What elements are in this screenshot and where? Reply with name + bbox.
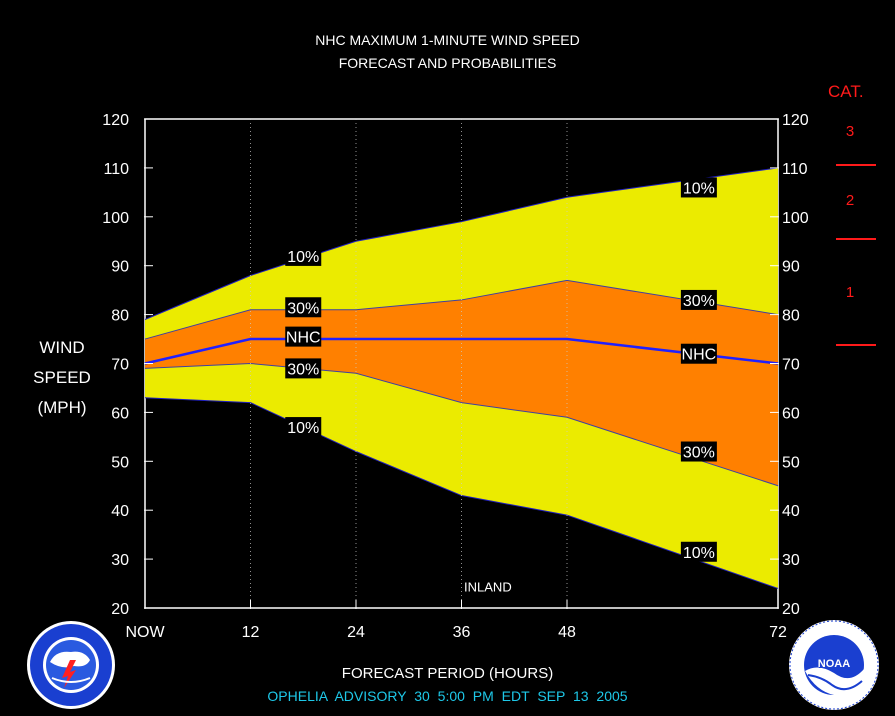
annotation-background (680, 541, 717, 562)
y-axis-label-line3: (MPH) (37, 398, 87, 417)
y-tick-label-right: 50 (782, 454, 800, 471)
y-tick-label-right: 90 (782, 259, 800, 276)
annotation-background (680, 289, 717, 310)
nws-logo-icon (27, 621, 115, 709)
y-tick-label-left: 100 (102, 210, 129, 227)
category-label-2: 2 (845, 192, 855, 209)
annotation-label: 30% (287, 361, 319, 378)
x-tick-label: NOW (125, 624, 165, 641)
category-divider-2 (836, 238, 876, 240)
category-label-1: 1 (845, 284, 855, 301)
annotation-background (285, 326, 322, 347)
y-tick-label-left: 110 (103, 161, 129, 178)
band-edge-30pct (144, 362, 779, 487)
band-edge-30pct (144, 279, 779, 340)
svg-text:NOAA: NOAA (818, 658, 850, 670)
y-tick-label-right: 100 (782, 210, 809, 227)
x-tick-label: 12 (242, 624, 260, 641)
y-tick-label-left: 60 (111, 405, 129, 422)
category-title: CAT. (828, 82, 864, 101)
y-tick-label-right: 20 (782, 601, 800, 618)
y-tick-label-left: 40 (111, 503, 129, 520)
annotation-label: 30% (287, 300, 319, 317)
annotation-background (680, 441, 717, 462)
y-tick-label-right: 110 (782, 161, 808, 178)
annotation-label: NHC (682, 347, 717, 364)
chart-title-line1: NHC MAXIMUM 1-MINUTE WIND SPEED (315, 32, 580, 48)
y-tick-label-right: 120 (782, 112, 809, 129)
annotation-background (680, 343, 717, 364)
annotation-background (285, 245, 322, 266)
noaa-logo-icon: NOAA (789, 620, 879, 710)
x-axis-title: FORECAST PERIOD (HOURS) (341, 665, 554, 682)
nhc-forecast-line (144, 337, 779, 365)
x-tick-label: 72 (769, 624, 787, 641)
y-tick-label-left: 50 (111, 454, 129, 471)
category-divider-3 (836, 164, 876, 166)
y-tick-label-right: 30 (782, 552, 800, 569)
advisory-line: OPHELIA ADVISORY 30 5:00 PM EDT SEP 13 2… (267, 688, 628, 704)
x-tick-label: 36 (453, 624, 471, 641)
annotation-label: 10% (683, 545, 715, 562)
annotation-label: NHC (286, 330, 321, 347)
inland-label: INLAND (464, 579, 512, 594)
y-tick-label-left: 70 (111, 357, 129, 374)
annotation-label: 30% (683, 293, 715, 310)
band-edge-10pct (144, 397, 779, 589)
y-tick-label-left: 20 (111, 601, 129, 618)
y-tick-label-right: 70 (782, 357, 800, 374)
x-tick-label: 24 (347, 624, 365, 641)
y-axis-label-line1: WIND (39, 338, 85, 357)
y-tick-label-left: 90 (111, 259, 129, 276)
y-tick-label-left: 30 (111, 552, 129, 569)
chart-title-line2: FORECAST AND PROBABILITIES (338, 55, 557, 71)
y-tick-label-left: 80 (111, 308, 129, 325)
annotation-background (285, 297, 322, 318)
annotation-label: 30% (683, 445, 715, 462)
y-tick-label-right: 80 (782, 308, 800, 325)
annotation-background (285, 417, 322, 438)
category-label-3: 3 (845, 123, 855, 140)
annotation-label: 10% (683, 180, 715, 197)
category-divider-1 (836, 344, 876, 346)
annotation-label: 10% (287, 249, 319, 266)
band-edge-10pct (144, 167, 779, 320)
y-axis-label-line2: SPEED (33, 368, 91, 387)
x-tick-label: 48 (558, 624, 576, 641)
annotation-background (285, 358, 322, 379)
annotation-label: 10% (287, 420, 319, 437)
y-tick-label-left: 120 (102, 112, 129, 129)
annotation-background (680, 177, 717, 198)
y-tick-label-right: 40 (782, 503, 800, 520)
y-tick-label-right: 60 (782, 405, 800, 422)
